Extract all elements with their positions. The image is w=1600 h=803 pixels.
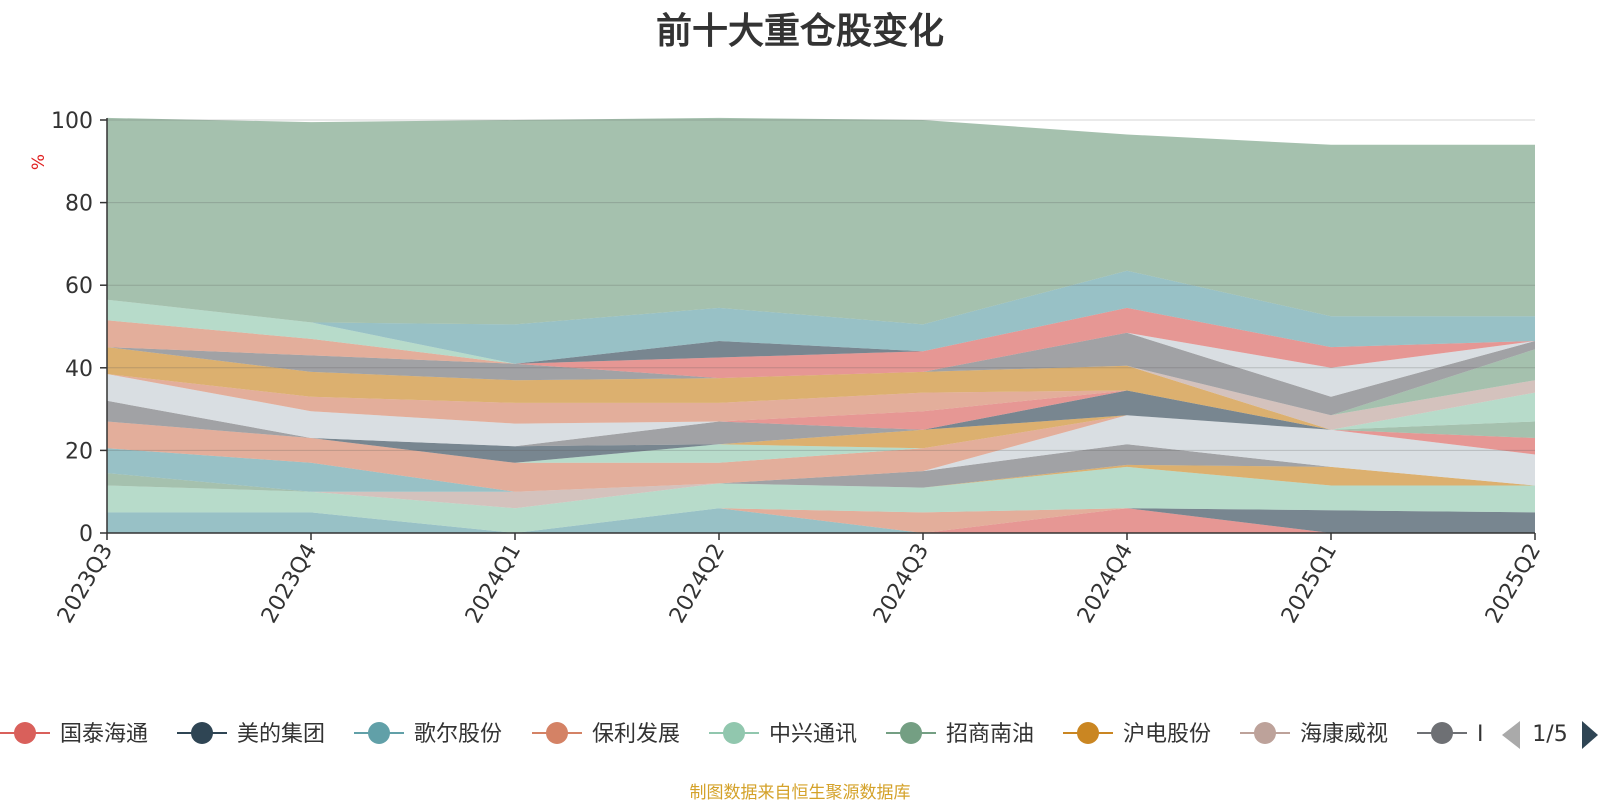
legend-item[interactable]: 保利发展: [532, 722, 680, 747]
series-area-29: [107, 307, 1535, 364]
legend-item[interactable]: 国泰海通: [0, 722, 148, 747]
data-source-footnote: 制图数据来自恒生聚源数据库: [689, 783, 911, 803]
x-tick-label: 2023Q4: [257, 540, 322, 628]
series-area-4: [107, 508, 1535, 533]
series-area-12: [107, 415, 1535, 492]
legend-item[interactable]: 中兴通讯: [709, 722, 857, 747]
series-area-8: [107, 464, 1535, 509]
legend-item[interactable]: 歌尔股份: [354, 722, 502, 747]
y-tick-label: 0: [79, 522, 93, 547]
legend-label: 国泰海通: [60, 722, 148, 747]
series-area-9: [107, 444, 1535, 492]
series-area-27: [107, 332, 1535, 397]
series-area-26: [107, 332, 1535, 416]
legend-prev-icon[interactable]: [1502, 721, 1520, 749]
series-area-5: [107, 466, 1535, 533]
legend-label: 沪电股份: [1123, 722, 1211, 747]
legend-label: 海康威视: [1300, 722, 1388, 747]
legend-label: 保利发展: [592, 722, 680, 747]
legend-item[interactable]: 海康威视: [1240, 722, 1388, 747]
legend-item[interactable]: 招商南油: [886, 722, 1034, 747]
legend-item[interactable]: 沪电股份: [1063, 722, 1211, 747]
legend-page-indicator: 1/5: [1532, 722, 1567, 747]
series-area-2: [107, 508, 1535, 533]
x-tick-label: 2024Q1: [461, 540, 526, 628]
x-tick-label: 2024Q2: [665, 540, 730, 628]
legend-item[interactable]: I: [1417, 722, 1484, 747]
series-area-3: [107, 508, 1535, 533]
series-area-1: [107, 508, 1535, 533]
legend-label: 中兴通讯: [769, 722, 857, 747]
legend-marker: [368, 722, 390, 744]
x-tick-label: 2024Q3: [869, 540, 934, 628]
series-area-21: [107, 374, 1535, 447]
legend-label: 美的集团: [237, 722, 325, 747]
series-area-32: [107, 270, 1535, 364]
y-tick-label: 20: [65, 439, 93, 464]
x-tick-label: 2025Q1: [1277, 540, 1342, 628]
legend-marker: [1431, 722, 1453, 744]
y-tick-label: 80: [65, 192, 93, 217]
legend-marker: [1254, 722, 1276, 744]
legend-marker: [723, 722, 745, 744]
legend-label: I: [1477, 722, 1484, 747]
y-tick-label: 100: [51, 109, 93, 134]
series-area-22: [107, 374, 1535, 430]
legend-marker: [1077, 722, 1099, 744]
series-area-14: [107, 415, 1535, 463]
series-area-33: [107, 117, 1535, 325]
series-area-13: [107, 415, 1535, 492]
legend-label: 歌尔股份: [414, 722, 502, 747]
x-tick-label: 2023Q3: [53, 540, 118, 628]
legend-marker: [14, 722, 36, 744]
series-area-18: [107, 390, 1535, 455]
legend-item[interactable]: 美的集团: [177, 722, 325, 747]
x-tick-label: 2025Q2: [1481, 540, 1546, 628]
legend-label: 招商南油: [946, 722, 1034, 747]
series-area-15: [107, 415, 1535, 463]
chart-title: 前十大重仓股变化: [655, 11, 944, 52]
legend: 国泰海通 美的集团 歌尔股份 保利发展 中兴通讯 招商南油 沪电股份 海康威视 I: [0, 722, 1484, 747]
series-area-28: [107, 307, 1535, 379]
series-area-16: [107, 390, 1535, 463]
y-tick-label: 60: [65, 274, 93, 299]
legend-next-icon[interactable]: [1582, 721, 1598, 749]
series-area-23: [107, 347, 1535, 430]
stacked-areas: [107, 117, 1535, 533]
legend-marker: [900, 722, 922, 744]
y-axis-unit: %: [29, 154, 49, 170]
y-tick-label: 40: [65, 357, 93, 382]
x-tick-label: 2024Q4: [1073, 540, 1138, 628]
legend-marker: [191, 722, 213, 744]
series-area-11: [107, 415, 1535, 492]
legend-marker: [546, 722, 568, 744]
